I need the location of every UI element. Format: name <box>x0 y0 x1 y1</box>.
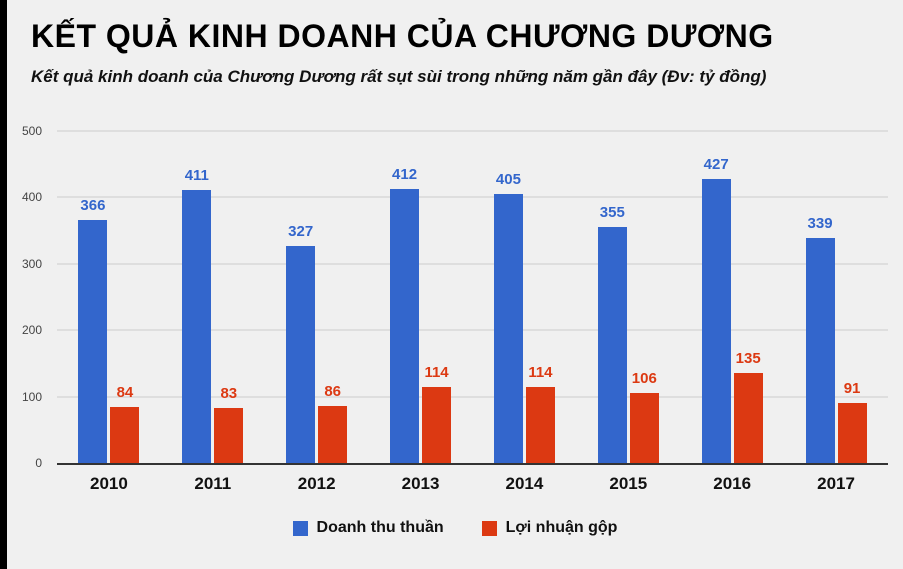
chart-subtitle: Kết quả kinh doanh của Chương Dương rất … <box>31 67 767 86</box>
bar-group: 427 135 <box>680 131 784 463</box>
legend-label-profit: Lợi nhuận gộp <box>505 519 618 536</box>
bar-value-label-revenue: 412 <box>392 166 418 184</box>
bar-group: 412 114 <box>369 131 473 463</box>
bar-profit <box>422 387 452 463</box>
bar-column-profit: 114 <box>422 131 452 463</box>
chart-title: KẾT QUẢ KINH DOANH CỦA CHƯƠNG DƯƠNG <box>31 18 774 54</box>
x-axis-label: 2016 <box>713 474 752 493</box>
bar-column-revenue: 355 <box>597 131 627 463</box>
bar-value-label-profit: 84 <box>116 384 134 402</box>
bar-group: 405 114 <box>473 131 577 463</box>
x-axis-baseline <box>57 463 888 465</box>
bar-value-label-profit: 86 <box>324 382 342 400</box>
bar-group: 327 86 <box>265 131 369 463</box>
gridline <box>57 196 888 198</box>
bar-revenue <box>390 189 420 463</box>
bar-revenue <box>182 190 212 463</box>
gridline <box>57 263 888 265</box>
legend-label-revenue: Doanh thu thuần <box>316 519 444 536</box>
bar-profit <box>629 392 659 463</box>
bar-revenue <box>701 179 731 463</box>
legend-swatch-profit <box>481 520 497 536</box>
bar-column-profit: 106 <box>629 131 659 463</box>
bar-column-revenue: 366 <box>78 131 108 463</box>
legend-swatch-revenue <box>292 520 308 536</box>
chart-header: KẾT QUẢ KINH DOANH CỦA CHƯƠNG DƯƠNG Kết … <box>31 18 887 87</box>
bar-value-label-revenue: 366 <box>80 196 106 214</box>
bar-value-label-profit: 106 <box>631 369 657 387</box>
bar-column-profit: 84 <box>110 131 140 463</box>
bar-profit <box>837 402 867 463</box>
gridline <box>57 130 888 132</box>
y-axis-tick-label: 200 <box>21 323 42 338</box>
bar-value-label-profit: 135 <box>735 350 761 368</box>
bar-value-label-profit: 114 <box>424 364 449 382</box>
y-axis-labels: 0 100 200 300 400 500 <box>7 124 50 470</box>
bar-value-label-profit: 114 <box>528 364 553 382</box>
bar-pair: 355 106 <box>597 131 659 463</box>
x-axis-label: 2017 <box>817 474 855 493</box>
y-axis-tick-label: 0 <box>35 456 42 470</box>
x-axis-labels: 2010 2011 2012 2013 2014 2015 2016 2017 <box>57 474 888 494</box>
gridline <box>57 396 888 398</box>
y-axis-tick-label: 400 <box>21 190 42 205</box>
bar-group: 355 106 <box>576 131 680 463</box>
bar-pair: 405 114 <box>493 131 555 463</box>
x-axis-label: 2010 <box>90 474 128 493</box>
bar-column-revenue: 427 <box>701 131 731 463</box>
legend: Doanh thu thuần Lợi nhuận gộp <box>7 519 903 537</box>
bar-pair: 411 83 <box>182 131 244 463</box>
bar-value-label-profit: 91 <box>843 379 861 397</box>
bar-pair: 412 114 <box>390 131 452 463</box>
bar-revenue <box>78 219 108 463</box>
bar-value-label-revenue: 405 <box>495 171 521 189</box>
x-axis-label: 2012 <box>297 474 336 493</box>
bar-pair: 327 86 <box>286 131 348 463</box>
bar-value-label-revenue: 339 <box>807 214 833 232</box>
bar-profit <box>733 373 763 463</box>
bar-profit <box>318 405 348 463</box>
bar-pair: 366 84 <box>78 131 140 463</box>
bar-profit <box>110 407 140 463</box>
bar-group: 411 83 <box>161 131 265 463</box>
plot-area: 366 84 411 83 327 86 412 114 405 114 355 106 427 135 3… <box>57 130 888 465</box>
bar-column-revenue: 412 <box>390 131 420 463</box>
bar-revenue <box>286 245 316 463</box>
bar-column-revenue: 339 <box>805 131 835 463</box>
bar-column-revenue: 411 <box>182 131 212 463</box>
bar-value-label-revenue: 411 <box>184 167 209 185</box>
bar-revenue <box>493 194 523 463</box>
bar-revenue <box>805 237 835 463</box>
bar-column-profit: 86 <box>318 131 348 463</box>
bar-column-profit: 135 <box>733 131 763 463</box>
bar-groups: 366 84 411 83 327 86 412 114 405 114 355 106 427 135 3… <box>57 131 888 463</box>
bar-column-revenue: 405 <box>493 131 523 463</box>
x-axis-label: 2014 <box>505 474 544 493</box>
bar-revenue <box>597 227 627 463</box>
bar-column-profit: 83 <box>214 131 244 463</box>
y-axis-tick-label: 500 <box>21 124 42 138</box>
bar-group: 339 91 <box>784 131 888 463</box>
bar-column-profit: 91 <box>837 131 867 463</box>
bar-pair: 427 135 <box>701 131 763 463</box>
bar-profit <box>525 387 555 463</box>
y-axis-tick-label: 300 <box>21 256 42 271</box>
y-axis-tick-label: 100 <box>21 389 42 404</box>
bar-group: 366 84 <box>57 131 161 463</box>
bar-profit <box>214 407 244 463</box>
legend-item-revenue: Doanh thu thuần <box>292 519 444 537</box>
bar-column-revenue: 327 <box>286 131 316 463</box>
bar-column-profit: 114 <box>525 131 555 463</box>
gridline <box>57 329 888 331</box>
bar-value-label-revenue: 355 <box>599 204 625 222</box>
x-axis-label: 2015 <box>609 474 648 493</box>
bar-value-label-profit: 83 <box>220 384 238 402</box>
x-axis-label: 2013 <box>401 474 440 493</box>
bar-value-label-revenue: 427 <box>703 156 729 174</box>
bar-pair: 339 91 <box>805 131 867 463</box>
bar-value-label-revenue: 327 <box>288 222 314 240</box>
legend-item-profit: Lợi nhuận gộp <box>481 519 618 537</box>
x-axis-label: 2011 <box>194 474 232 493</box>
